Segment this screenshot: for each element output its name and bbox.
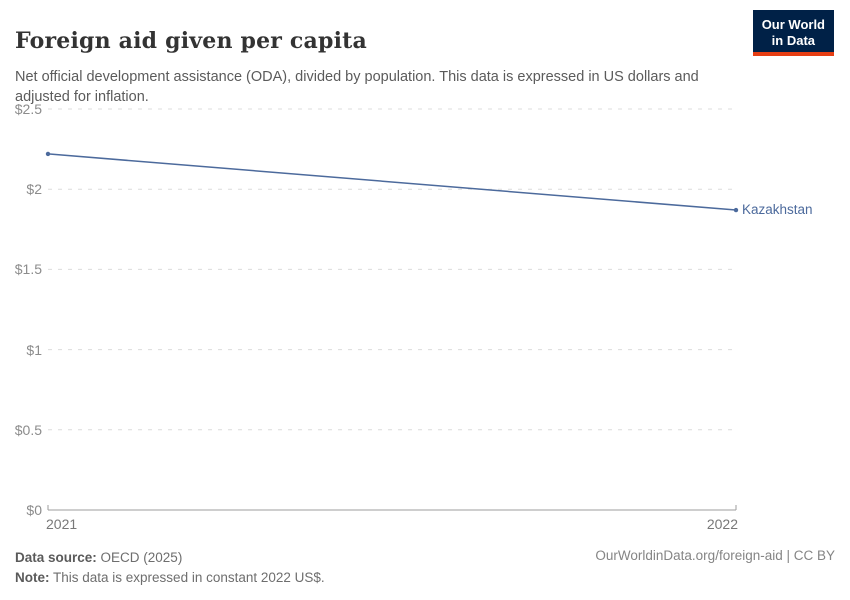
x-axis-label-2022: 2022 (706, 516, 738, 532)
y-axis-label-2.5: $2.5 (14, 101, 42, 117)
note-line: Note: This data is expressed in constant… (15, 568, 325, 588)
data-source-label: Data source: (15, 550, 97, 565)
data-point-kazakhstan-2021[interactable] (45, 151, 51, 157)
chart-title: Foreign aid given per capita (15, 27, 367, 54)
data-point-kazakhstan-2022[interactable] (733, 207, 739, 213)
chart-subtitle: Net official development assistance (ODA… (15, 68, 699, 105)
citation-link[interactable]: OurWorldinData.org/foreign-aid | CC BY (595, 548, 835, 563)
owid-logo-line2: in Data (771, 32, 816, 48)
data-source-line: Data source: OECD (2025) (15, 548, 325, 568)
x-axis-label-2021: 2021 (46, 516, 78, 532)
owid-logo[interactable]: Our World in Data (752, 10, 834, 57)
footer-source-note: Data source: OECD (2025) Note: This data… (15, 548, 325, 588)
series-line-kazakhstan[interactable] (47, 153, 737, 211)
series-label-kazakhstan[interactable]: Kazakhstan (742, 202, 813, 218)
y-axis-label-1: $1 (26, 341, 42, 358)
y-axis-label-0.5: $0.5 (14, 421, 42, 438)
note-value: This data is expressed in constant 2022 … (49, 570, 325, 585)
y-axis-label-2: $2 (26, 181, 42, 198)
note-label: Note: (15, 570, 50, 585)
y-axis-label-0: $0 (26, 502, 42, 518)
y-axis-label-1.5: $1.5 (14, 261, 42, 278)
owid-logo-line1: Our World (761, 17, 825, 32)
data-source-value: OECD (2025) (96, 550, 183, 565)
